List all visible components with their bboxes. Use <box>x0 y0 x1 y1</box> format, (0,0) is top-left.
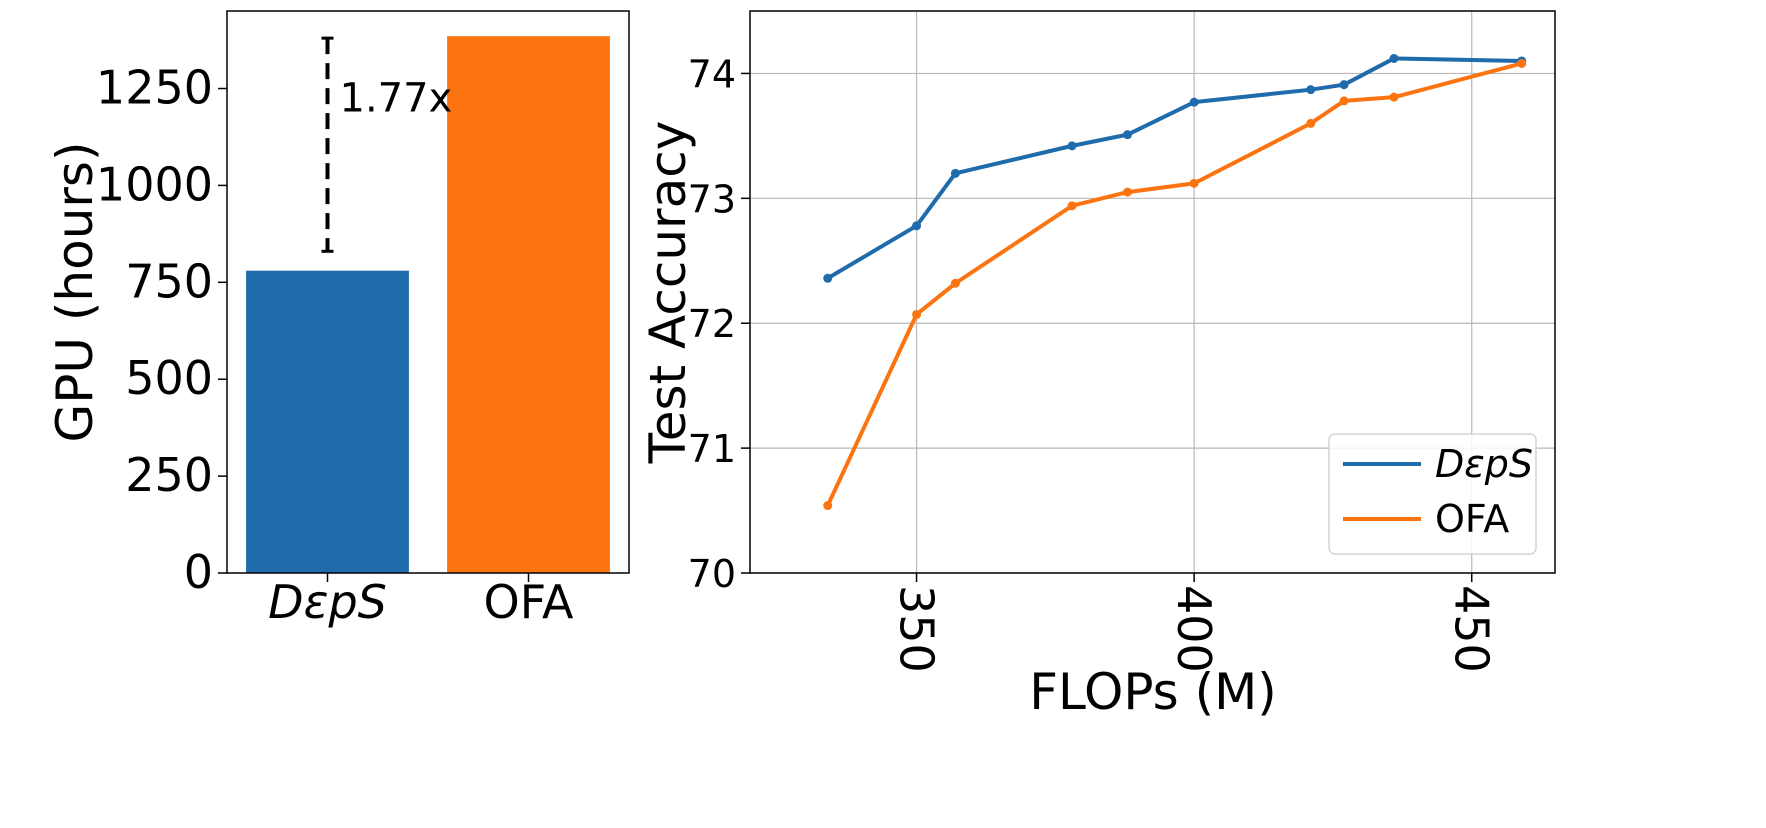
bar-chart-y-ticks: 0 250 500 750 1000 1250 <box>96 61 227 599</box>
series-point-ofa <box>1306 118 1316 128</box>
bar-y-tick-label: 1000 <box>96 157 213 211</box>
bar-y-tick-label: 500 <box>125 351 213 405</box>
series-point-deps <box>1306 85 1316 95</box>
series-point-ofa <box>823 501 833 511</box>
bar-ofa <box>447 36 610 573</box>
bar-y-tick-label: 250 <box>125 448 213 502</box>
speedup-label: 1.77x <box>340 76 453 122</box>
series-point-deps <box>1339 80 1349 90</box>
line-y-tick-label: 73 <box>688 177 736 221</box>
series-point-deps <box>1067 141 1077 151</box>
bar-x-tick-label: DεpS <box>268 575 387 629</box>
series-point-deps <box>1123 130 1133 140</box>
series-point-deps <box>1189 97 1199 107</box>
line-chart-y-ticks: 70 71 72 73 74 <box>688 52 750 596</box>
line-y-tick-label: 72 <box>688 302 736 346</box>
series-point-deps <box>1389 53 1399 63</box>
bar-chart-x-ticks: DεpS OFA <box>268 573 574 629</box>
series-point-deps <box>912 221 922 231</box>
series-point-ofa <box>1067 201 1077 211</box>
series-point-ofa <box>1189 178 1199 188</box>
series-line-deps <box>826 56 1522 280</box>
line-x-tick-label: 400 <box>1167 585 1221 673</box>
series-point-deps <box>823 273 833 283</box>
line-x-tick-label: 450 <box>1445 585 1499 673</box>
bar-y-tick-label: 1250 <box>96 61 213 115</box>
line-chart-frame <box>749 10 1556 574</box>
series-point-deps <box>950 168 960 178</box>
line-chart-x-axis-label: FLOPs (M) <box>1029 663 1277 721</box>
line-x-tick-label: 350 <box>890 585 944 673</box>
series-point-ofa <box>1389 92 1399 102</box>
line-chart-y-axis-label: Test Accuracy <box>639 121 697 465</box>
line-y-tick-label: 70 <box>688 552 736 596</box>
series-line-ofa <box>825 61 1523 507</box>
line-y-tick-label: 71 <box>688 427 736 471</box>
bar-chart-bars <box>246 36 610 573</box>
bar-chart: 1.77x 0 250 500 750 1000 1250 DεpS OFA GPU (ho… <box>46 10 630 629</box>
series-point-ofa <box>1123 187 1133 197</box>
line-y-tick-label: 74 <box>688 52 736 96</box>
legend-label-deps: DεpS <box>1435 442 1533 486</box>
series-point-ofa <box>1517 58 1527 68</box>
bar-y-tick-label: 0 <box>184 545 213 599</box>
bar-x-tick-label: OFA <box>484 575 574 629</box>
line-chart-legend: DεpS OFA <box>1328 433 1537 555</box>
bar-chart-frame <box>226 10 630 574</box>
legend-label-ofa: OFA <box>1435 497 1509 541</box>
line-chart-x-ticks: 350 400 450 <box>890 573 1499 673</box>
bar-y-tick-label: 750 <box>125 254 213 308</box>
speedup-annotation: 1.77x <box>321 36 453 253</box>
line-chart-series <box>823 53 1527 511</box>
bar-chart-y-axis-label: GPU (hours) <box>46 142 104 443</box>
series-point-ofa <box>950 278 960 288</box>
series-point-ofa <box>1339 96 1349 106</box>
series-point-ofa <box>912 309 922 319</box>
bar-deps <box>246 270 409 573</box>
line-chart: 70 71 72 73 74 350 400 450 Test Accuracy FLOPs… <box>639 10 1556 721</box>
